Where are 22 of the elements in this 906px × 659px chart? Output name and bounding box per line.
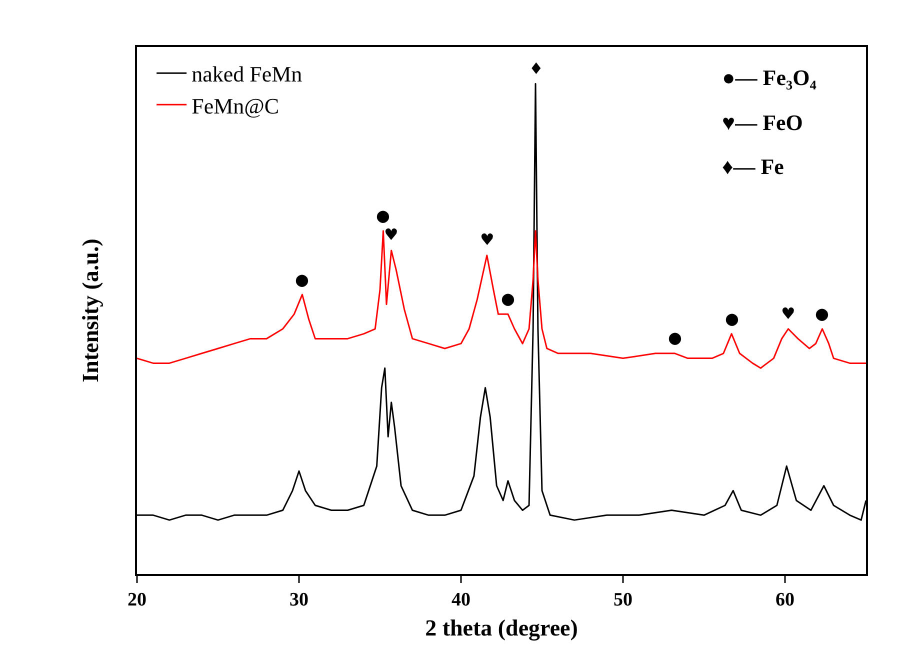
x-tick-label: 50 xyxy=(614,590,632,611)
annotation: ♦— Fe xyxy=(722,154,784,179)
x-tick-label: 30 xyxy=(290,590,308,611)
annotation: ● xyxy=(725,309,739,328)
x-tick-label: 40 xyxy=(452,590,470,611)
annotation: ♦ xyxy=(529,59,544,78)
annotation: ● xyxy=(376,206,390,225)
x-tick-label: 60 xyxy=(776,590,794,611)
x-axis-title: 2 theta (degree) xyxy=(425,616,578,642)
annotation: ●— Fe₃O₄ xyxy=(722,65,817,90)
annotation: ♥ xyxy=(384,225,398,244)
annotation: ♥ xyxy=(480,230,494,249)
y-axis-title: Intensity (a.u.) xyxy=(78,238,104,382)
x-tick-label: 20 xyxy=(128,590,146,611)
annotation: ● xyxy=(815,304,829,323)
annotation: ♥ xyxy=(781,304,796,323)
legend-label: naked FeMn xyxy=(192,62,302,87)
annotation: ● xyxy=(295,270,309,289)
annotation: ● xyxy=(501,289,515,308)
annotation: ● xyxy=(668,328,682,347)
legend-label: FeMn@C xyxy=(192,93,280,118)
annotation: ♥— FeO xyxy=(722,110,803,135)
